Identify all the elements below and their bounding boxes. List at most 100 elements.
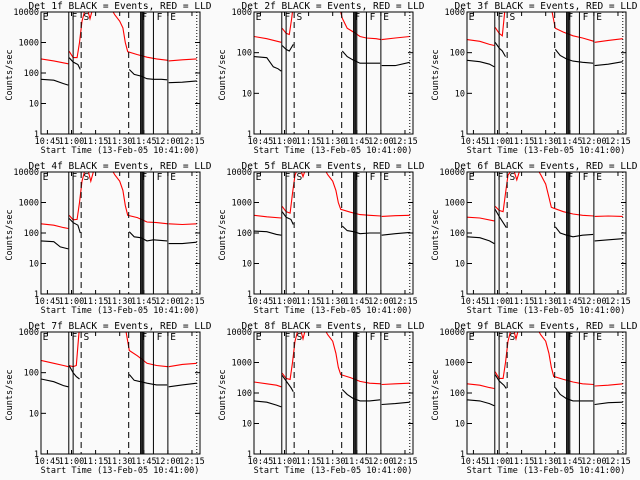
events-series-line-seg-2 <box>128 374 168 386</box>
x-tick-label: 11:15 <box>83 457 109 467</box>
plot-area <box>467 332 623 407</box>
panel-title: Det 8f BLACK = Events, RED = LLD <box>241 321 424 332</box>
flag-label: F <box>583 172 589 183</box>
flag-label: F <box>354 332 360 343</box>
x-tick-label: 11:30 <box>107 297 133 307</box>
events-series-line-seg-1 <box>281 374 294 392</box>
y-tick-label: 1000 <box>232 8 252 18</box>
panel-title: Det 6f BLACK = Events, RED = LLD <box>454 161 637 172</box>
events-series-line-seg-0 <box>254 56 282 72</box>
x-tick-label: 11:30 <box>533 137 559 147</box>
plot-area <box>41 332 197 388</box>
x-axis-label: Start Time (13-Feb-05 10:41:00) <box>41 306 200 316</box>
y-tick-label: 10000 <box>439 328 465 338</box>
x-tick-label: 10:45 <box>35 297 61 307</box>
flag-label: S <box>510 12 516 23</box>
y-tick-label: 10 <box>242 89 252 99</box>
x-tick-label: 11:15 <box>296 457 322 467</box>
y-tick-label: 100 <box>237 229 252 239</box>
x-tick-label: 11:45 <box>131 137 157 147</box>
y-axis-label: Counts/sec <box>5 369 15 420</box>
lld-series-line-seg-2 <box>594 383 623 387</box>
x-tick-label: 11:00 <box>272 297 298 307</box>
lld-series-line-seg-1 <box>281 332 381 385</box>
events-series-line-seg-3 <box>381 231 410 236</box>
y-tick-label: 10 <box>242 260 252 270</box>
events-series-line-seg-3 <box>594 401 623 406</box>
flag-label: F <box>498 172 504 183</box>
x-tick-label: 12:00 <box>368 457 394 467</box>
lld-series-line-seg-1 <box>68 12 168 61</box>
y-tick-label: 100 <box>237 389 252 399</box>
x-tick-label: 11:45 <box>557 137 583 147</box>
x-tick-label: 12:00 <box>155 297 181 307</box>
x-tick-label: 12:15 <box>605 137 631 147</box>
x-tick-label: 11:45 <box>344 297 370 307</box>
flag-label: E <box>170 12 176 23</box>
y-tick-label: 100 <box>450 229 465 239</box>
flag-label: F <box>141 332 147 343</box>
x-tick-label: 10:45 <box>35 457 61 467</box>
x-tick-label: 11:30 <box>107 137 133 147</box>
y-tick-label: 10 <box>455 260 465 270</box>
flag-label: S <box>297 172 303 183</box>
events-series-line-seg-1 <box>68 57 81 70</box>
flag-label: F <box>370 12 376 23</box>
x-tick-label: 11:15 <box>296 297 322 307</box>
x-tick-label: 11:00 <box>59 297 85 307</box>
y-tick-label: 10000 <box>226 328 252 338</box>
x-axis-label: Start Time (13-Feb-05 10:41:00) <box>467 146 626 156</box>
events-series-line-seg-3 <box>168 241 197 245</box>
x-tick-label: 11:00 <box>272 457 298 467</box>
flag-label: F <box>141 172 147 183</box>
flag-label: E <box>383 332 389 343</box>
events-series-line-seg-1 <box>494 374 507 389</box>
flag-label: S <box>510 172 516 183</box>
flag-label: F <box>567 332 573 343</box>
y-tick-label: 1 <box>34 130 39 140</box>
x-tick-label: 12:15 <box>605 297 631 307</box>
flag-label: F <box>141 12 147 23</box>
events-series-line-seg-0 <box>41 78 69 86</box>
events-series-line-seg-3 <box>168 80 197 84</box>
events-series-line-seg-2 <box>341 225 381 235</box>
x-tick-label: 11:45 <box>557 297 583 307</box>
events-series-line-seg-2 <box>341 389 381 402</box>
x-tick-label: 12:00 <box>581 137 607 147</box>
events-series-line-seg-3 <box>381 401 410 406</box>
flag-label: F <box>498 12 504 23</box>
y-axis-label: Counts/sec <box>431 369 441 420</box>
flag-label: E <box>43 12 49 23</box>
y-tick-label: 1 <box>460 130 465 140</box>
y-tick-label: 10 <box>455 89 465 99</box>
x-tick-label: 11:30 <box>533 297 559 307</box>
y-axis-label: Counts/sec <box>218 209 228 260</box>
lld-series-line-seg-1 <box>494 12 595 42</box>
flag-label: F <box>583 332 589 343</box>
events-series-line-seg-1 <box>281 44 294 52</box>
x-tick-label: 12:00 <box>368 137 394 147</box>
y-tick-label: 100 <box>24 69 39 79</box>
x-tick-label: 11:45 <box>344 137 370 147</box>
lld-series-line-seg-0 <box>467 39 495 47</box>
lld-series-line-seg-0 <box>254 381 282 388</box>
flag-label: S <box>84 172 90 183</box>
x-tick-label: 11:45 <box>557 457 583 467</box>
flag-label: F <box>157 332 163 343</box>
x-tick-label: 11:00 <box>59 457 85 467</box>
y-axis-label: Counts/sec <box>5 209 15 260</box>
events-series-line-seg-1 <box>68 365 80 380</box>
flag-label: F <box>285 332 291 343</box>
flag-label: F <box>370 332 376 343</box>
plot-area <box>467 12 623 68</box>
x-tick-label: 11:00 <box>59 137 85 147</box>
events-series-line-seg-3 <box>594 61 623 67</box>
x-tick-label: 11:15 <box>83 137 109 147</box>
lld-series-line-seg-2 <box>594 38 623 43</box>
x-tick-label: 12:00 <box>155 457 181 467</box>
